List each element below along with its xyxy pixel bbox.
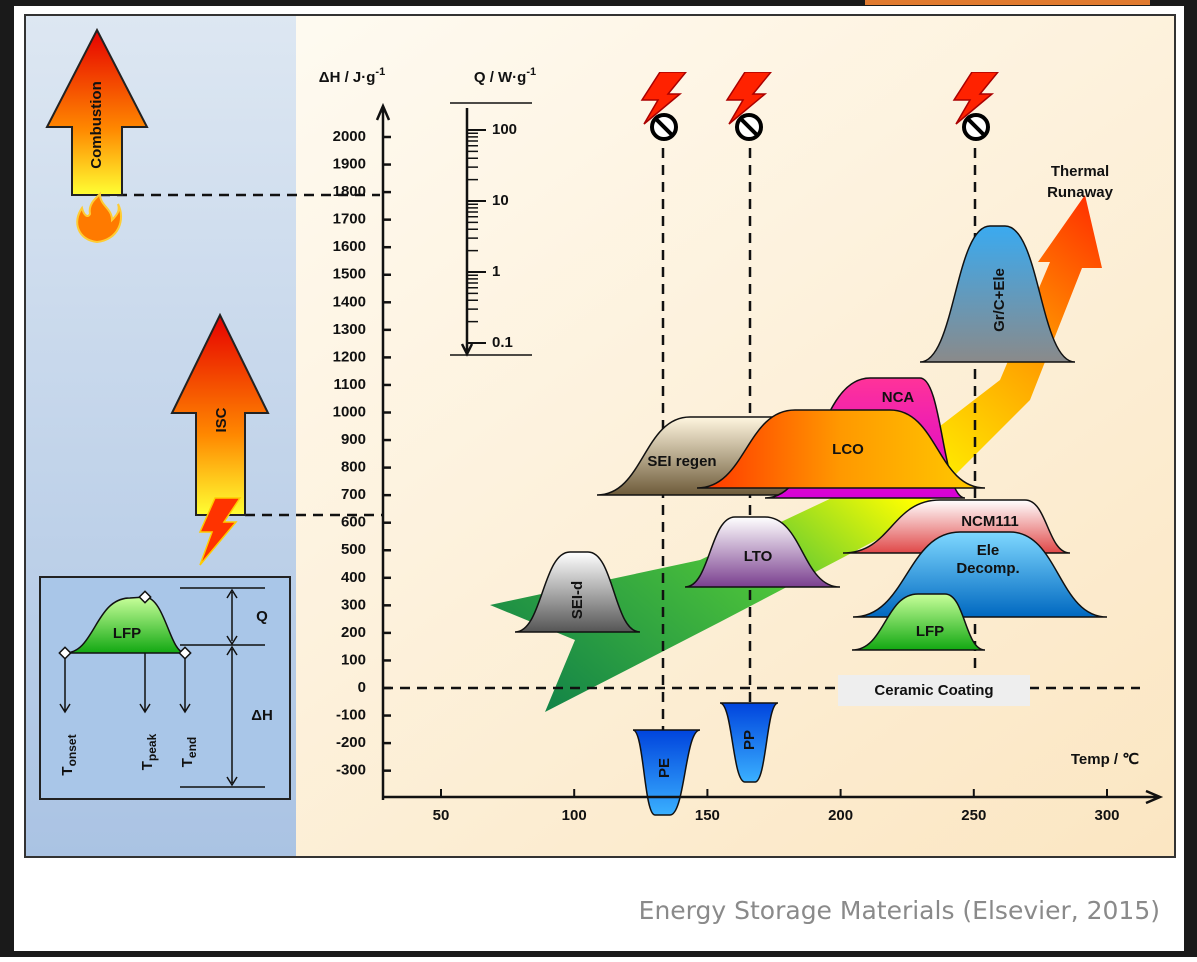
- dh-tick-label: 500: [341, 541, 366, 558]
- peak-label: NCM111: [961, 513, 1019, 530]
- t-sub: peak: [145, 733, 159, 761]
- peak-label: PE: [656, 758, 673, 778]
- inset-peak-label: LFP: [113, 625, 141, 642]
- inset-dh: ΔH: [251, 707, 273, 724]
- temp-tick-label: 150: [695, 807, 720, 824]
- label-sup: -1: [526, 66, 536, 78]
- dh-tick-label: -100: [336, 707, 366, 724]
- dh-tick-label: 200: [341, 624, 366, 641]
- peak-label: Gr/C+Ele: [991, 268, 1008, 332]
- q-tick-label: 100: [492, 121, 517, 138]
- peak-label: LCO: [832, 441, 864, 458]
- dh-tick-label: 100: [341, 651, 366, 668]
- dh-tick-label: -200: [336, 734, 366, 751]
- dh-tick-label: 1700: [333, 211, 366, 228]
- q-tick-label: 1: [492, 263, 500, 280]
- temp-tick-label: 250: [961, 807, 986, 824]
- runaway-label: Runaway: [1047, 184, 1114, 201]
- combustion-label: Combustion: [88, 81, 105, 169]
- dh-tick-label: 1000: [333, 403, 366, 420]
- temp-tick-label: 200: [828, 807, 853, 824]
- dh-tick-label: 400: [341, 569, 366, 586]
- dh-tick-label: 600: [341, 514, 366, 531]
- dh-tick-label: 1200: [333, 348, 366, 365]
- q-tick-label: 10: [492, 192, 509, 209]
- dh-tick-label: 1100: [333, 376, 366, 393]
- label-text: Q / W·g: [474, 69, 527, 86]
- temp-tick-label: 300: [1094, 807, 1119, 824]
- peak-label: SEI regen: [647, 453, 716, 470]
- inset-q: Q: [256, 608, 268, 625]
- peak-label: NCA: [882, 389, 915, 406]
- dh-tick-label: 300: [341, 596, 366, 613]
- figure: SEI-d LTO SEI regen NCA LCO NCM111 EleDecomp. L…: [0, 0, 1197, 957]
- top-strip: [865, 0, 1150, 5]
- dh-tick-label: 1800: [333, 183, 366, 200]
- dh-tick-label: 0: [358, 679, 366, 696]
- dh-axis-label: ΔH / J·g-1: [319, 66, 385, 86]
- t-sub: end: [185, 737, 199, 758]
- isc-label: ISC: [213, 407, 230, 432]
- peak-label: PP: [741, 730, 758, 750]
- peak-label: Ele: [977, 542, 1000, 559]
- caption: Energy Storage Materials (Elsevier, 2015…: [639, 896, 1160, 925]
- temp-tick-label: 100: [562, 807, 587, 824]
- dh-tick-label: 1900: [333, 156, 366, 173]
- dh-tick-label: 800: [341, 459, 366, 476]
- dh-tick-label: 1300: [333, 321, 366, 338]
- runaway-label: Thermal: [1051, 163, 1109, 180]
- t-base: T: [179, 758, 196, 767]
- t-sub: onset: [65, 734, 79, 766]
- peak-label: SEI-d: [569, 581, 586, 619]
- peak-label: Decomp.: [956, 560, 1019, 577]
- dh-tick-label: -300: [336, 762, 366, 779]
- ceramic-label: Ceramic Coating: [874, 682, 993, 699]
- dh-tick-label: 900: [341, 431, 366, 448]
- q-tick-label: 0.1: [492, 334, 513, 351]
- peak-label: LFP: [916, 623, 944, 640]
- temp-axis-label: Temp / ℃: [1071, 751, 1139, 768]
- label-sup: -1: [375, 66, 385, 78]
- peak-label: LTO: [744, 548, 773, 565]
- label-text: ΔH / J·g: [319, 69, 376, 86]
- dh-tick-label: 1500: [333, 266, 366, 283]
- t-base: T: [139, 761, 156, 770]
- dh-tick-label: 700: [341, 486, 366, 503]
- dh-tick-label: 1400: [333, 293, 366, 310]
- temp-tick-label: 50: [433, 807, 450, 824]
- t-base: T: [59, 766, 76, 775]
- dh-tick-label: 2000: [333, 128, 366, 145]
- dh-tick-label: 1600: [333, 238, 366, 255]
